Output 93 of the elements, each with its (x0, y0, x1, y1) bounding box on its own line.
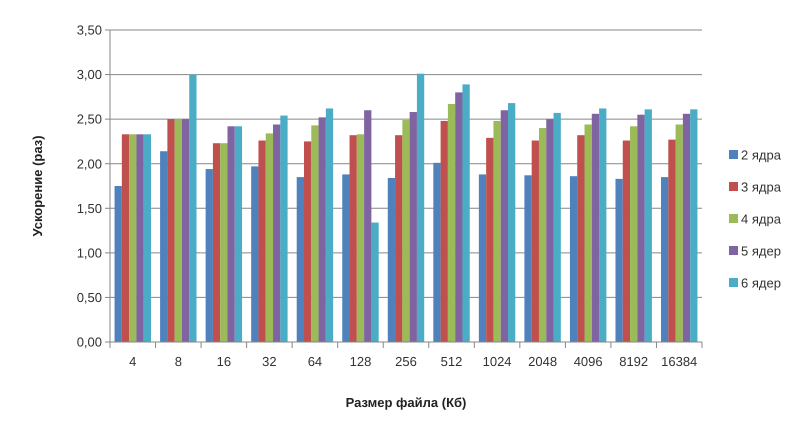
x-tick-label: 8 (174, 354, 182, 369)
bar (570, 176, 578, 342)
bar (273, 124, 280, 342)
x-tick-label: 512 (440, 354, 462, 369)
bar (234, 126, 242, 342)
bar (280, 116, 288, 342)
bar (167, 119, 175, 342)
y-tick-label: 1,00 (76, 245, 102, 260)
y-tick-label: 3,00 (76, 67, 102, 82)
bar (637, 114, 645, 342)
y-tick-label: 0,50 (76, 290, 102, 305)
legend-label: 3 ядра (741, 180, 782, 195)
bar (690, 109, 698, 342)
bar (350, 135, 357, 342)
bar (342, 174, 350, 342)
bar (388, 178, 396, 342)
bar (478, 174, 486, 342)
x-tick-label: 128 (350, 354, 372, 369)
bar (462, 84, 470, 342)
legend-label: 6 ядер (741, 276, 781, 291)
y-tick-label: 3,50 (76, 22, 102, 38)
bar (136, 134, 144, 342)
legend-label: 4 ядра (741, 212, 782, 227)
bar (615, 178, 623, 342)
bar (402, 120, 410, 342)
bar (182, 119, 190, 342)
bar (227, 126, 235, 342)
x-tick-label: 1024 (482, 354, 512, 369)
y-tick-label: 2,50 (76, 112, 102, 127)
bar (508, 103, 516, 342)
bar (500, 110, 508, 342)
bar (599, 108, 606, 342)
bar (448, 104, 456, 342)
legend-label: 2 ядра (741, 148, 782, 163)
x-tick-label: 8192 (619, 354, 648, 369)
bar (661, 177, 668, 342)
bar (326, 108, 334, 342)
bar (577, 135, 585, 342)
x-tick-label: 16384 (661, 354, 698, 369)
bar (493, 120, 501, 342)
bar (644, 109, 652, 342)
bar (266, 133, 274, 342)
bar (416, 74, 424, 342)
bar (538, 128, 546, 342)
bar (546, 119, 554, 342)
bar (160, 151, 168, 342)
bar (311, 125, 319, 342)
bar (129, 134, 136, 342)
y-axis-title: Ускорение (раз) (30, 135, 45, 237)
bar (395, 135, 402, 342)
bar (258, 140, 266, 342)
bar (630, 126, 638, 342)
bar (251, 166, 258, 342)
bar (356, 134, 364, 342)
x-tick-label: 64 (308, 354, 322, 369)
bar (364, 110, 372, 342)
bar (676, 124, 683, 342)
x-axis-title: Размер файла (Кб) (346, 395, 466, 410)
legend-label: 5 ядер (741, 244, 781, 259)
y-tick-label: 2,00 (76, 156, 102, 172)
bar (622, 140, 630, 342)
bar (682, 114, 690, 342)
bar (114, 186, 122, 342)
bar (318, 117, 326, 342)
bar (371, 222, 379, 342)
x-tick-label: 2048 (528, 354, 558, 369)
bar (189, 74, 197, 342)
x-tick-label: 4096 (574, 354, 603, 369)
bar (174, 119, 182, 342)
x-tick-label: 4 (129, 354, 136, 369)
bar (212, 143, 220, 342)
x-tick-label: 256 (395, 354, 417, 369)
bar (668, 140, 676, 342)
bar (532, 140, 539, 342)
bar (524, 175, 532, 342)
bar (220, 143, 228, 342)
x-tick-label: 32 (262, 354, 277, 369)
bar (144, 134, 151, 342)
bar (296, 177, 304, 342)
bar (584, 124, 592, 342)
bar (486, 138, 494, 342)
y-tick-label: 0,00 (76, 334, 102, 350)
bar (554, 112, 561, 342)
bar (592, 114, 600, 342)
bar (122, 134, 130, 342)
bar (410, 112, 417, 342)
bar (206, 169, 213, 342)
bar (433, 162, 441, 342)
bar (440, 120, 448, 342)
bar (455, 92, 462, 342)
x-tick-label: 16 (216, 354, 232, 369)
bar (304, 141, 312, 342)
y-tick-label: 1,50 (76, 200, 102, 216)
